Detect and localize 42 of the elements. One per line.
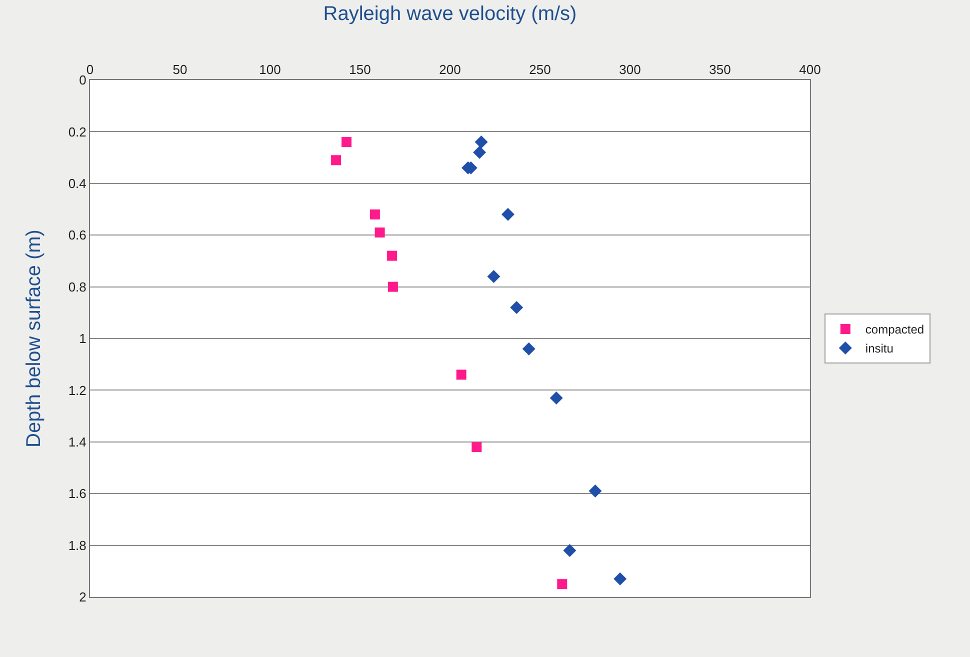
point xyxy=(473,146,486,159)
point xyxy=(588,484,602,498)
y-tick-label: 0 xyxy=(79,72,86,88)
point xyxy=(374,228,385,238)
y-tick-label: 1.6 xyxy=(68,486,86,502)
point xyxy=(370,209,380,220)
x-tick-label: 400 xyxy=(799,62,821,77)
x-tick-label: 50 xyxy=(172,62,188,77)
y-tick-label: 2 xyxy=(79,590,86,605)
y-tick-label: 1.2 xyxy=(68,382,86,398)
y-tick-label: 1 xyxy=(79,331,86,346)
legend-label: compacted xyxy=(865,322,924,337)
point xyxy=(550,391,563,404)
y-tick-label: 0.6 xyxy=(68,228,86,243)
x-tick-label: 300 xyxy=(619,62,641,77)
point xyxy=(563,544,576,557)
x-tick-label: 200 xyxy=(439,62,461,77)
point xyxy=(456,370,466,380)
point xyxy=(474,136,488,149)
y-tick-label: 0.4 xyxy=(68,176,86,191)
y-tick-label: 1.8 xyxy=(68,538,86,553)
point xyxy=(522,342,536,356)
y-tick-label: 0.2 xyxy=(68,124,86,140)
x-tick-label: 150 xyxy=(349,62,371,77)
point xyxy=(510,300,524,314)
point xyxy=(614,572,627,586)
point xyxy=(331,155,342,166)
point xyxy=(557,579,568,590)
x-tick-label: 100 xyxy=(259,62,281,77)
point xyxy=(501,208,514,221)
point xyxy=(487,270,500,283)
legend-label: insitu xyxy=(865,342,894,356)
point xyxy=(388,282,398,292)
x-tick-label: 350 xyxy=(709,62,731,77)
y-axis-title: Depth below surface (m) xyxy=(23,230,45,448)
x-axis-title: Rayleigh wave velocity (m/s) xyxy=(323,3,577,25)
x-tick-label: 250 xyxy=(529,62,551,77)
point xyxy=(472,442,482,452)
point xyxy=(342,137,352,148)
y-tick-label: 1.4 xyxy=(68,434,86,450)
y-tick-label: 0.8 xyxy=(68,279,86,294)
point xyxy=(387,250,398,261)
